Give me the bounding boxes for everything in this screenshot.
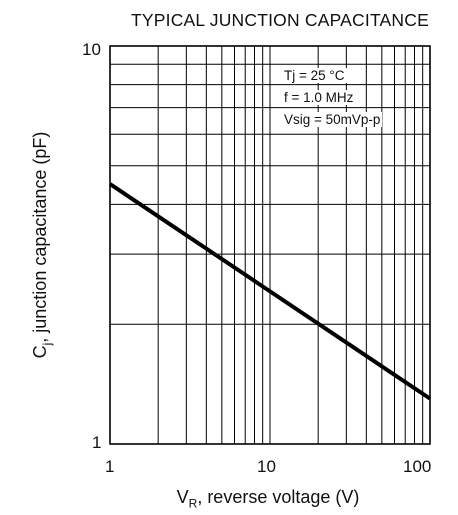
- x-tick-label: 10: [257, 457, 276, 476]
- plot-frame: [109, 45, 431, 445]
- x-tick-label: 1: [105, 457, 115, 476]
- capacitance-curve: [108, 182, 432, 401]
- x-axis-label: VR, reverse voltage (V): [176, 487, 360, 511]
- annotation-signal: Vsig = 50mVp-p: [282, 112, 383, 127]
- y-tick-label: 10: [82, 40, 101, 59]
- x-tick-label: 100: [403, 457, 432, 476]
- chart-title: TYPICAL JUNCTION CAPACITANCE: [131, 10, 429, 30]
- annotation-frequency: f = 1.0 MHz: [282, 90, 356, 105]
- y-axis-label: Cj, junction capacitance (pF): [30, 131, 54, 359]
- series-group: [108, 182, 432, 401]
- grid-lines: [110, 46, 430, 444]
- y-tick-label: 1: [92, 433, 102, 452]
- annotation-temperature: Tj = 25 °C: [282, 68, 347, 83]
